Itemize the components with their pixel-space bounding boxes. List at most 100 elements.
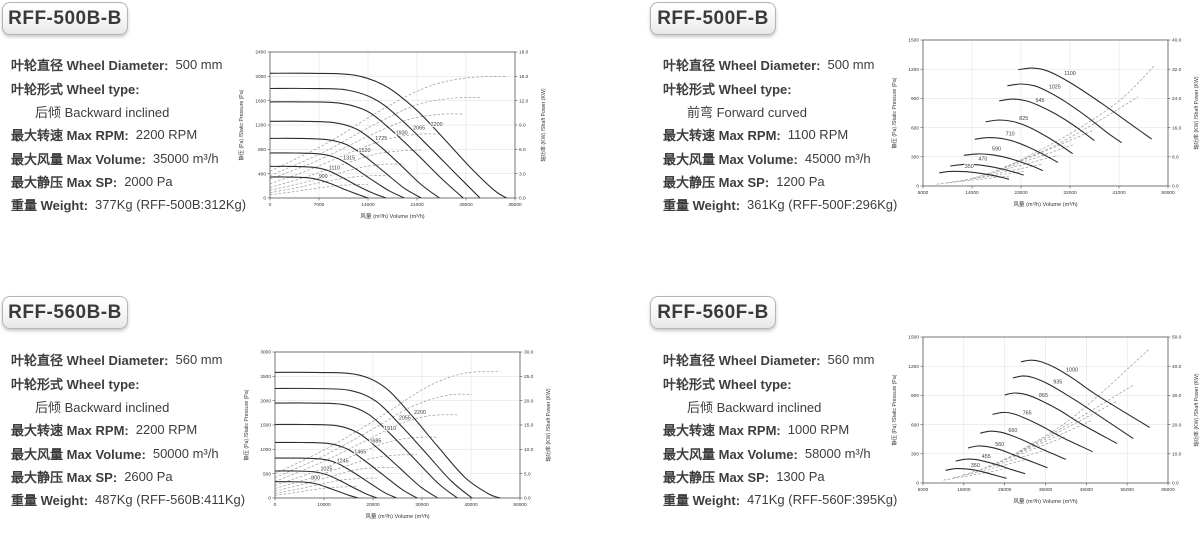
svg-text:14000: 14000 bbox=[965, 190, 979, 196]
svg-text:0: 0 bbox=[274, 502, 277, 508]
svg-text:20.0: 20.0 bbox=[1172, 422, 1182, 428]
svg-text:轴功率 (KW) /Shaft Power (KW): 轴功率 (KW) /Shaft Power (KW) bbox=[539, 88, 547, 161]
spec-label: 最大风量 Max Volume: bbox=[663, 446, 798, 462]
svg-text:590: 590 bbox=[992, 146, 1001, 152]
svg-text:0.0: 0.0 bbox=[524, 496, 531, 502]
svg-text:1600: 1600 bbox=[255, 98, 266, 104]
svg-text:30.0: 30.0 bbox=[1172, 393, 1182, 399]
spec-label: 最大静压 Max SP: bbox=[663, 469, 770, 485]
svg-text:2200: 2200 bbox=[431, 122, 443, 128]
svg-text:560: 560 bbox=[995, 442, 1004, 448]
spec-label: 重量 Weight: bbox=[663, 198, 741, 214]
spec-row-weight: 重量 Weight: 471Kg (RFF-560F:395Kg) bbox=[663, 488, 897, 511]
spec-label: 最大转速 Max RPM: bbox=[11, 128, 129, 144]
svg-text:1500: 1500 bbox=[908, 38, 919, 44]
spec-value: 560 mm bbox=[827, 352, 875, 368]
spec-value: 45000 m³/h bbox=[804, 150, 871, 166]
svg-text:2000: 2000 bbox=[260, 398, 271, 404]
performance-chart-rff-500f-b: 5000 14000 23000 32000 41000 50000 0 300 600 900 1… bbox=[890, 38, 1200, 208]
spec-row-wheel-diameter: 叶轮直径 Wheel Diameter: 560 mm bbox=[663, 348, 897, 371]
svg-text:765: 765 bbox=[1023, 410, 1032, 416]
svg-text:1025: 1025 bbox=[320, 466, 332, 472]
svg-text:0.0: 0.0 bbox=[519, 196, 526, 202]
spec-value: 500 mm bbox=[175, 57, 223, 73]
model-name: RFF-560B-B bbox=[8, 301, 122, 323]
svg-text:2200: 2200 bbox=[414, 410, 426, 416]
spec-value: 50000 m³/h bbox=[152, 445, 219, 461]
spec-label: 叶轮形式 Wheel type: bbox=[663, 376, 792, 392]
spec-label: 叶轮形式 Wheel type: bbox=[11, 81, 140, 97]
svg-text:风量 (m³/h) Volume (m³/h): 风量 (m³/h) Volume (m³/h) bbox=[365, 513, 429, 520]
svg-text:65000: 65000 bbox=[1161, 487, 1175, 493]
svg-text:40.0: 40.0 bbox=[1172, 364, 1182, 370]
svg-text:28000: 28000 bbox=[459, 202, 473, 208]
model-name: RFF-560F-B bbox=[657, 301, 769, 323]
model-badge: RFF-500B-B bbox=[2, 2, 128, 35]
svg-text:55000: 55000 bbox=[1120, 487, 1134, 493]
svg-text:1500: 1500 bbox=[908, 335, 919, 341]
svg-text:25.0: 25.0 bbox=[524, 374, 534, 380]
svg-text:3000: 3000 bbox=[260, 350, 271, 356]
spec-value: 后倾 Backward inclined bbox=[35, 399, 170, 415]
spec-value: 500 mm bbox=[827, 57, 875, 73]
spec-value: 后倾 Backward inclined bbox=[35, 104, 170, 120]
svg-text:5000: 5000 bbox=[918, 190, 929, 196]
spec-value: 377Kg (RFF-500B:312Kg) bbox=[95, 197, 247, 213]
svg-text:15.0: 15.0 bbox=[524, 423, 534, 429]
spec-label: 最大风量 Max Volume: bbox=[11, 446, 146, 462]
performance-chart-rff-560f-b: 5000 15000 25000 35000 45000 55000 65000 0 300 60… bbox=[890, 335, 1200, 505]
svg-text:0.0: 0.0 bbox=[1172, 481, 1179, 487]
svg-text:静压 (Pa) /Static Pressure (Pa): 静压 (Pa) /Static Pressure (Pa) bbox=[242, 389, 250, 460]
svg-text:15.0: 15.0 bbox=[519, 74, 529, 80]
spec-label: 重量 Weight: bbox=[11, 198, 89, 214]
svg-text:9.0: 9.0 bbox=[519, 123, 526, 129]
svg-text:45000: 45000 bbox=[1080, 487, 1094, 493]
svg-text:1685: 1685 bbox=[369, 439, 381, 445]
svg-text:350: 350 bbox=[971, 463, 980, 469]
svg-text:1110: 1110 bbox=[329, 165, 340, 171]
svg-text:1315: 1315 bbox=[343, 156, 355, 162]
svg-text:1725: 1725 bbox=[375, 136, 387, 142]
svg-text:25000: 25000 bbox=[998, 487, 1012, 493]
svg-text:2065: 2065 bbox=[413, 125, 425, 131]
svg-text:945: 945 bbox=[1036, 98, 1045, 104]
spec-row-wheel-type-value: 后倾 Backward inclined bbox=[663, 395, 897, 418]
svg-text:静压 (Pa) /Static Pressure (Pa): 静压 (Pa) /Static Pressure (Pa) bbox=[237, 89, 245, 160]
spec-row-wheel-type-value: 后倾 Backward inclined bbox=[11, 395, 245, 418]
svg-text:15000: 15000 bbox=[957, 487, 971, 493]
svg-text:1520: 1520 bbox=[359, 148, 371, 154]
spec-row-weight: 重量 Weight: 377Kg (RFF-500B:312Kg) bbox=[11, 193, 246, 216]
spec-label: 最大转速 Max RPM: bbox=[11, 423, 129, 439]
spec-value: 487Kg (RFF-560B:411Kg) bbox=[95, 492, 246, 508]
spec-row-weight: 重量 Weight: 361Kg (RFF-500F:296Kg) bbox=[663, 193, 897, 216]
spec-value: 471Kg (RFF-560F:395Kg) bbox=[747, 492, 898, 508]
svg-text:900: 900 bbox=[911, 96, 919, 102]
svg-text:30.0: 30.0 bbox=[524, 350, 534, 356]
spec-row-max-sp: 最大静压 Max SP: 2000 Pa bbox=[11, 170, 246, 193]
svg-text:710: 710 bbox=[1006, 131, 1015, 137]
svg-text:1100: 1100 bbox=[1064, 71, 1076, 77]
svg-text:2055: 2055 bbox=[399, 416, 411, 422]
svg-text:14000: 14000 bbox=[361, 202, 375, 208]
spec-row-max-rpm: 最大转速 Max RPM: 2200 RPM bbox=[11, 418, 245, 441]
svg-text:10000: 10000 bbox=[317, 502, 331, 508]
spec-label: 重量 Weight: bbox=[11, 493, 89, 509]
svg-text:5.0: 5.0 bbox=[524, 471, 531, 477]
spec-row-wheel-type: 叶轮形式 Wheel type: bbox=[11, 371, 245, 394]
svg-text:轴功率 (KW) /Shaft Power (KW): 轴功率 (KW) /Shaft Power (KW) bbox=[1192, 373, 1200, 446]
svg-text:865: 865 bbox=[1039, 393, 1048, 399]
model-name: RFF-500F-B bbox=[657, 7, 769, 29]
svg-text:12.0: 12.0 bbox=[519, 98, 529, 104]
spec-row-weight: 重量 Weight: 487Kg (RFF-560B:411Kg) bbox=[11, 488, 245, 511]
spec-label: 叶轮直径 Wheel Diameter: bbox=[663, 58, 821, 74]
spec-value: 361Kg (RFF-500F:296Kg) bbox=[747, 197, 898, 213]
svg-text:32000: 32000 bbox=[1063, 190, 1077, 196]
svg-text:35000: 35000 bbox=[1039, 487, 1053, 493]
svg-text:1200: 1200 bbox=[908, 364, 919, 370]
svg-text:400: 400 bbox=[258, 171, 266, 177]
svg-text:935: 935 bbox=[1053, 380, 1062, 386]
svg-text:825: 825 bbox=[1019, 116, 1028, 122]
spec-label: 叶轮形式 Wheel type: bbox=[11, 376, 140, 392]
spec-list: 叶轮直径 Wheel Diameter: 500 mm 叶轮形式 Wheel ty… bbox=[663, 53, 897, 216]
spec-label: 叶轮直径 Wheel Diameter: bbox=[11, 58, 169, 74]
